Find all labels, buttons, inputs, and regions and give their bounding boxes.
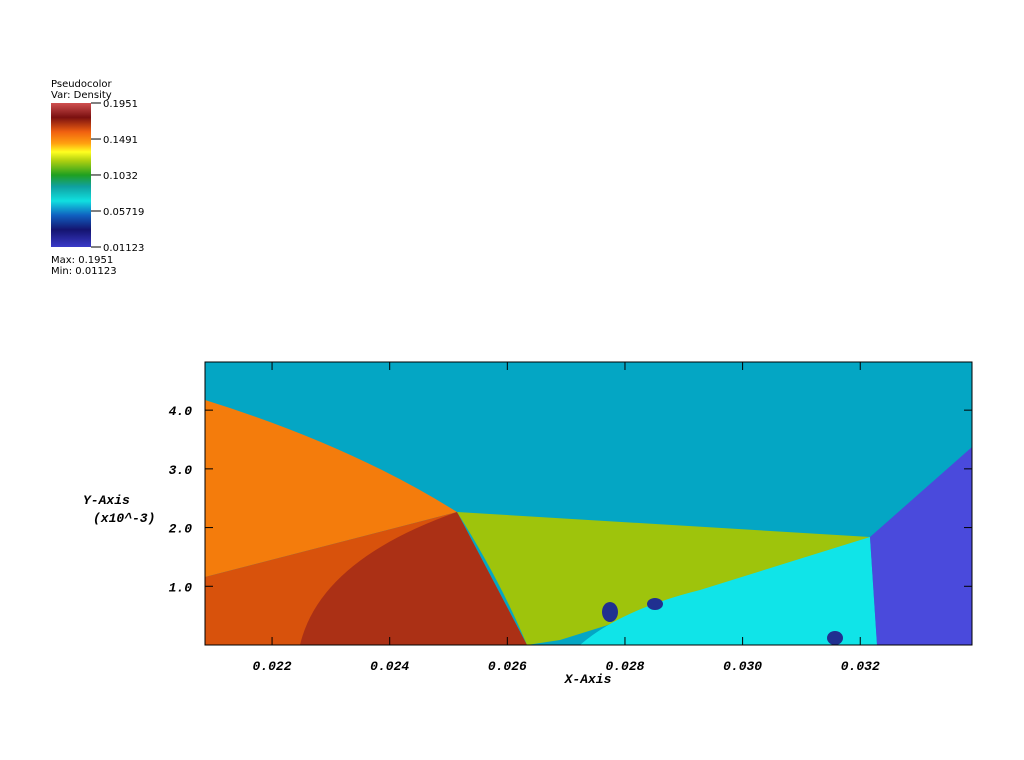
y-tick-label: 2.0 [169,522,193,537]
legend: Pseudocolor Var: Density Max: 0.1951 Min… [51,79,117,277]
min-label: Min: 0.01123 [51,266,117,277]
density-field [205,362,972,645]
color-tick-label: 0.1032 [103,171,138,182]
y-tick-label: 4.0 [169,404,193,419]
x-tick-label: 0.026 [488,659,527,674]
x-tick-label: 0.022 [253,659,292,674]
color-tick-label: 0.1951 [103,99,138,110]
legend-title: Pseudocolor [51,79,113,90]
field-region [580,537,877,645]
legend-variable: Var: Density [51,90,112,101]
color-tick-label: 0.05719 [103,207,144,218]
field-region [300,512,527,645]
y-tick-label: 3.0 [169,463,193,478]
y-axis-label: Y-Axis [83,493,130,508]
x-tick-label: 0.028 [605,659,644,674]
x-tick-label: 0.030 [723,659,762,674]
vortex [602,602,618,622]
vortex [827,631,843,645]
max-label: Max: 0.1951 [51,255,113,266]
x-axis-label: X-Axis [564,672,612,687]
plot-frame [204,361,973,646]
field-region [457,512,870,645]
color-bar [51,103,91,247]
x-tick-label: 0.032 [841,659,880,674]
x-tick-label: 0.024 [370,659,409,674]
y-axis-unit: (x10^-3) [93,511,155,526]
y-tick-label: 1.0 [169,580,193,595]
field-region [205,400,457,577]
vortex [647,598,663,610]
color-tick-label: 0.1491 [103,135,138,146]
field-region [870,447,972,645]
color-tick-label: 0.01123 [103,243,144,254]
